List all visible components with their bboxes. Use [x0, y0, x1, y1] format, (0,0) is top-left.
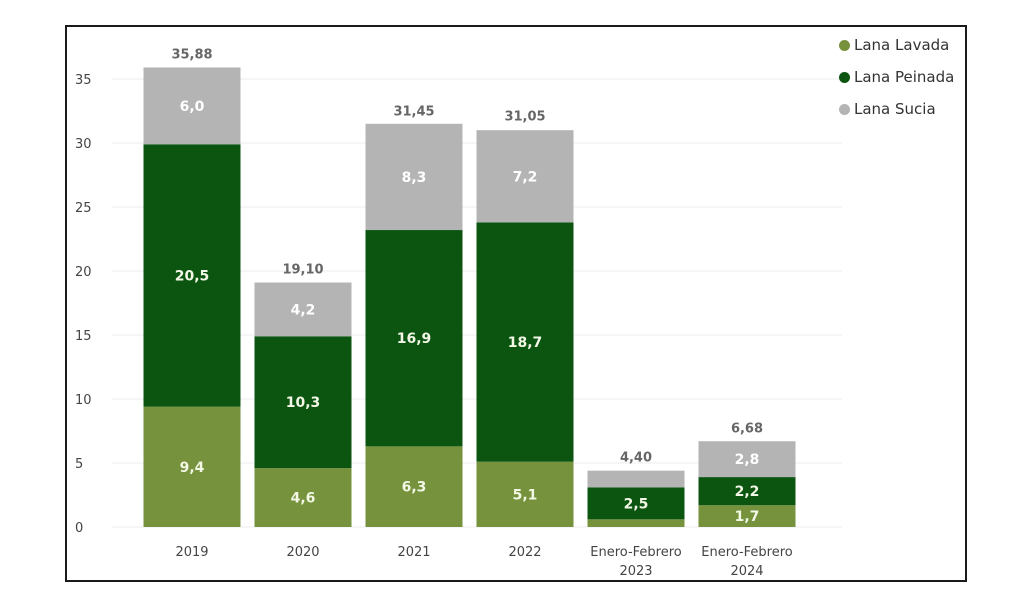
bar-segment: [587, 519, 685, 527]
bar-segment: [698, 505, 796, 527]
y-tick-label: 10: [75, 393, 92, 408]
legend-item-lana-peinada[interactable]: Lana Peinada: [839, 61, 954, 93]
bar-segment: [587, 470, 685, 488]
data-label: 9,4: [180, 460, 205, 476]
bar-segment: [476, 130, 574, 223]
data-label: 7,2: [513, 169, 538, 185]
data-label: 8,3: [402, 170, 427, 186]
total-label: 35,88: [171, 48, 212, 63]
y-tick-label: 25: [75, 201, 92, 216]
bar-segment: [587, 487, 685, 520]
bar-segment: [143, 406, 241, 527]
y-tick-label: 35: [75, 73, 92, 88]
x-tick-label: 2021: [397, 545, 430, 560]
x-tick-label: 2023: [619, 564, 652, 579]
x-tick-label: 2020: [286, 545, 319, 560]
data-label: 18,7: [508, 335, 543, 351]
data-label: 2,2: [735, 484, 760, 500]
y-tick-label: 5: [75, 457, 83, 472]
legend-label: Lana Peinada: [854, 68, 955, 86]
x-tick-label: 2022: [508, 545, 541, 560]
legend-label: Lana Lavada: [854, 36, 950, 54]
stacked-bar-chart: 0 5 10 15 20 25 30 35 9,4 20,5 6,0 35,88 2019 4,6 10,3…: [75, 48, 842, 579]
data-label: 4,6: [291, 491, 316, 507]
data-label: 1,7: [735, 509, 760, 525]
bar-segment: [365, 446, 463, 527]
total-label: 6,68: [731, 421, 763, 436]
bar-segment: [365, 230, 463, 447]
legend-marker-icon: [839, 71, 850, 83]
chart-frame: 0 5 10 15 20 25 30 35 9,4 20,5 6,0 35,88 2019 4,6 10,3…: [65, 25, 967, 582]
legend-marker-icon: [839, 39, 850, 51]
bar-segment: [698, 441, 796, 478]
data-label: 6,3: [402, 480, 427, 496]
bar-segment: [254, 282, 352, 337]
total-label: 4,40: [620, 451, 652, 466]
data-label: 2,5: [624, 496, 649, 512]
bar-segment: [476, 461, 574, 527]
x-tick-label: 2024: [730, 564, 763, 579]
data-label: 20,5: [175, 268, 210, 284]
x-tick-label: Enero-Febrero: [590, 545, 682, 560]
data-label: 10,3: [286, 395, 321, 411]
bar-segment: [365, 123, 463, 231]
y-tick-label: 30: [75, 137, 92, 152]
legend-item-lana-sucia[interactable]: Lana Sucia: [839, 93, 954, 125]
y-tick-label: 20: [75, 265, 92, 280]
x-tick-label: Enero-Febrero: [701, 545, 793, 560]
bar-segment: [254, 336, 352, 469]
y-tick-label: 0: [75, 521, 83, 536]
data-label: 5,1: [513, 487, 538, 503]
legend-label: Lana Sucia: [854, 100, 936, 118]
bar-segment: [476, 222, 574, 462]
y-tick-label: 15: [75, 329, 92, 344]
bar-segment: [698, 477, 796, 506]
legend: Lana Lavada Lana Peinada Lana Sucia: [839, 29, 954, 125]
x-tick-label: 2019: [175, 545, 208, 560]
total-label: 31,45: [393, 104, 434, 119]
legend-marker-icon: [839, 103, 850, 115]
data-label: 4,2: [291, 302, 316, 318]
bar-segment: [143, 144, 241, 407]
bar-segment: [143, 67, 241, 145]
data-label: 16,9: [397, 331, 432, 347]
bar-segment: [254, 468, 352, 527]
data-label: 2,8: [735, 452, 760, 468]
total-label: 31,05: [504, 110, 545, 125]
data-label: 6,0: [180, 99, 205, 115]
legend-item-lana-lavada[interactable]: Lana Lavada: [839, 29, 954, 61]
total-label: 19,10: [282, 263, 323, 278]
